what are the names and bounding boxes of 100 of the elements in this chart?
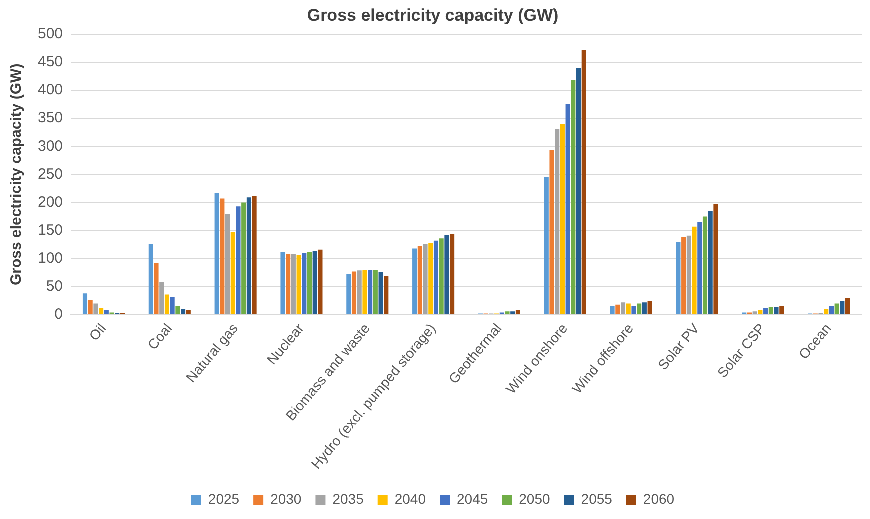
- bar: [544, 177, 549, 314]
- chart-title: Gross electricity capacity (GW): [307, 6, 559, 25]
- bar: [768, 307, 774, 314]
- bar: [181, 309, 186, 314]
- bar: [686, 236, 692, 314]
- bar: [758, 310, 763, 314]
- bar: [357, 270, 362, 314]
- bar: [632, 306, 636, 314]
- bar: [708, 211, 713, 314]
- bar: [252, 196, 257, 314]
- y-tick-label: 400: [38, 82, 64, 99]
- bar: [82, 294, 88, 314]
- legend-label: 2055: [581, 490, 613, 507]
- bar: [160, 282, 164, 314]
- bar: [176, 306, 180, 314]
- bar: [840, 301, 845, 314]
- bar: [637, 304, 642, 314]
- bar: [296, 255, 302, 314]
- bar: [439, 238, 444, 314]
- bar: [280, 252, 286, 314]
- legend-label: 2045: [457, 490, 488, 507]
- bar: [378, 272, 384, 314]
- bar: [352, 272, 357, 314]
- legend-label: 2035: [332, 490, 364, 507]
- y-tick-label: 450: [38, 54, 64, 71]
- bar: [682, 238, 686, 314]
- bar: [148, 244, 154, 314]
- bar: [434, 240, 439, 314]
- y-tick-label: 500: [38, 26, 64, 43]
- bar: [566, 104, 570, 314]
- bar: [88, 300, 93, 314]
- bar: [510, 312, 516, 314]
- bar: [610, 306, 615, 314]
- y-tick-label: 100: [38, 250, 64, 267]
- bar: [104, 310, 109, 314]
- bar: [220, 198, 225, 314]
- bar: [616, 304, 620, 314]
- bar: [170, 296, 175, 314]
- bar: [571, 80, 576, 314]
- bar: [780, 306, 784, 314]
- bar: [576, 68, 582, 314]
- y-axis-title: Gross electricity capacity (GW): [8, 64, 26, 286]
- bar: [752, 312, 758, 314]
- bar: [444, 235, 450, 314]
- bar: [764, 308, 768, 314]
- bar: [154, 263, 159, 314]
- bar: [774, 307, 779, 314]
- bar: [164, 294, 170, 314]
- bar: [94, 304, 98, 314]
- bar: [373, 270, 378, 314]
- legend-label: 2040: [394, 490, 426, 507]
- bar: [214, 193, 220, 314]
- bar: [642, 302, 647, 314]
- bar: [362, 270, 368, 314]
- bar: [505, 312, 510, 314]
- bar: [412, 248, 418, 314]
- y-tick-label: 350: [38, 110, 64, 127]
- bar: [242, 202, 246, 314]
- legend-label: 2050: [519, 490, 551, 507]
- y-tick-label: 200: [38, 194, 64, 211]
- bar: [626, 304, 631, 314]
- legend-label: 2025: [208, 490, 240, 507]
- bar: [692, 226, 697, 314]
- bar: [226, 214, 230, 314]
- bar: [829, 306, 834, 314]
- bar: [846, 298, 850, 314]
- y-tick-label: 300: [38, 138, 64, 155]
- bar: [318, 250, 323, 314]
- bar: [418, 246, 422, 314]
- bar: [714, 204, 718, 314]
- bar: [291, 254, 296, 314]
- y-tick-label: 150: [38, 222, 64, 239]
- bar: [428, 243, 434, 314]
- legend-label: 2060: [643, 490, 675, 507]
- bar: [676, 242, 681, 314]
- bar: [312, 250, 318, 314]
- bar: [230, 232, 236, 314]
- bar: [186, 310, 191, 314]
- bar: [698, 222, 702, 314]
- bar: [824, 309, 829, 314]
- bar: [384, 276, 389, 314]
- bar: [702, 216, 708, 314]
- bar: [582, 50, 586, 314]
- legend-label: 2030: [270, 490, 302, 507]
- bar: [346, 274, 352, 314]
- bar: [620, 302, 626, 314]
- bar: [423, 244, 428, 314]
- bar: [516, 310, 520, 314]
- bar: [648, 301, 652, 314]
- bar: [236, 206, 241, 314]
- y-tick-label: 250: [38, 166, 64, 183]
- bar: [834, 304, 840, 314]
- y-tick-label: 50: [46, 278, 64, 296]
- bar: [368, 270, 373, 314]
- bar: [302, 253, 307, 314]
- bar: [246, 198, 252, 314]
- bar: [450, 234, 455, 314]
- x-tick-label: Oil: [86, 320, 110, 344]
- y-tick-label: 0: [54, 306, 64, 324]
- bar: [307, 252, 312, 314]
